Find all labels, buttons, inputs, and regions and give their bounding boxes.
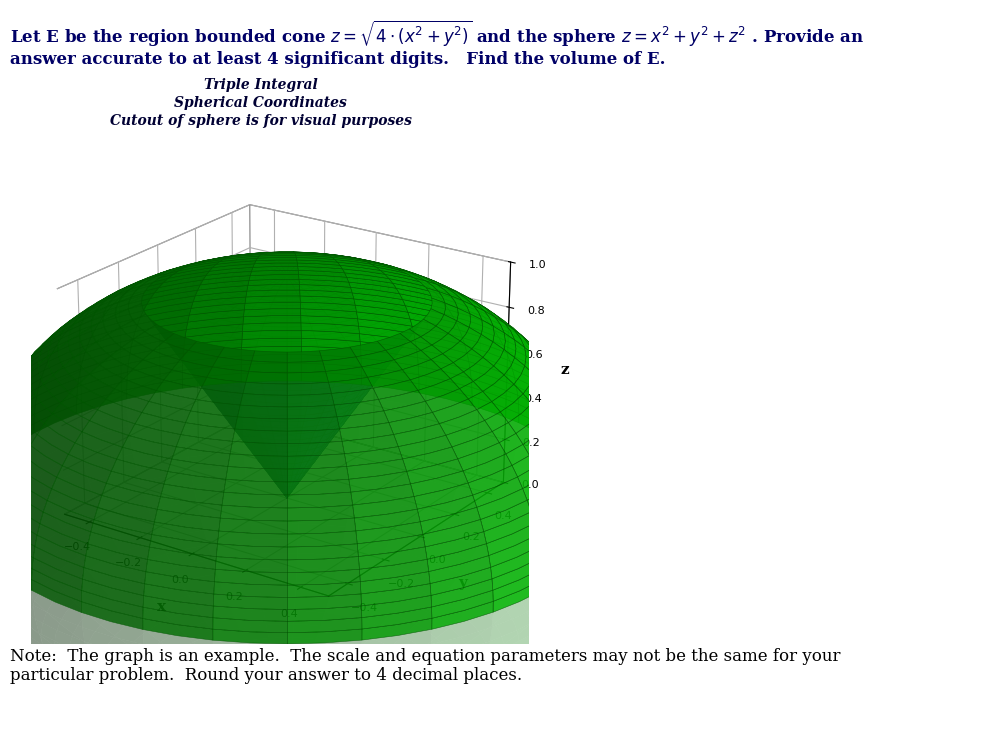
Text: Let E be the region bounded cone $z = \sqrt{4 \cdot (x^2 + y^2)}$ and the sphere: Let E be the region bounded cone $z = \s…	[10, 18, 864, 48]
Text: Spherical Coordinates: Spherical Coordinates	[174, 96, 347, 110]
Text: Note:  The graph is an example.  The scale and equation parameters may not be th: Note: The graph is an example. The scale…	[10, 648, 840, 684]
Text: answer accurate to at least 4 significant digits.   Find the volume of E.: answer accurate to at least 4 significan…	[10, 51, 665, 68]
X-axis label: x: x	[157, 600, 166, 614]
Text: Cutout of sphere is for visual purposes: Cutout of sphere is for visual purposes	[109, 114, 412, 128]
Y-axis label: y: y	[458, 576, 467, 591]
Text: Triple Integral: Triple Integral	[203, 78, 318, 92]
